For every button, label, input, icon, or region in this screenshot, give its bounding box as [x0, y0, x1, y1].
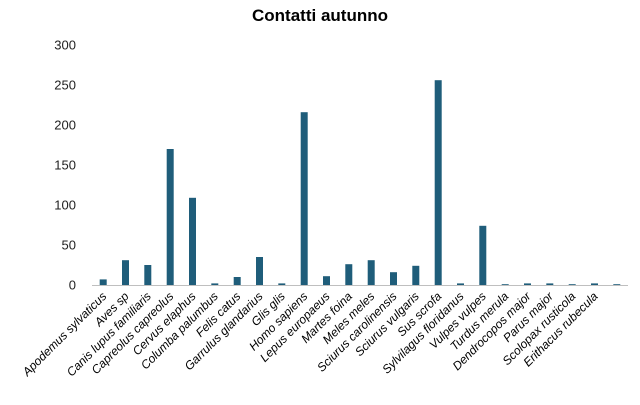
y-tick-label: 100	[54, 198, 76, 213]
bar	[434, 80, 442, 285]
y-tick-label: 150	[54, 158, 76, 173]
bars	[99, 80, 621, 285]
bar	[323, 276, 330, 285]
bar	[501, 284, 509, 285]
bar	[457, 283, 464, 285]
y-tick-label: 0	[69, 278, 76, 293]
bar	[233, 277, 241, 285]
bar	[278, 283, 286, 285]
bar	[211, 283, 219, 285]
bar	[189, 197, 196, 285]
bar	[367, 260, 375, 285]
bar	[568, 284, 576, 285]
bar	[99, 279, 107, 285]
bar	[390, 272, 397, 285]
bar	[345, 264, 353, 285]
bar	[166, 149, 174, 285]
y-tick-label: 250	[54, 78, 76, 93]
bar	[122, 260, 129, 285]
bar	[613, 284, 621, 285]
y-tick-label: 50	[62, 238, 76, 253]
y-axis-labels: 0 50 100 150 200 250 300	[54, 38, 76, 293]
bar	[144, 265, 152, 285]
bar	[591, 283, 598, 285]
bar	[256, 257, 263, 285]
y-tick-label: 200	[54, 118, 76, 133]
chart-title: Contatti autunno	[252, 6, 388, 25]
bar	[524, 283, 531, 285]
bar	[300, 112, 308, 285]
bar	[479, 225, 487, 285]
bar	[412, 265, 420, 285]
bar	[546, 283, 554, 285]
y-tick-label: 300	[54, 38, 76, 53]
